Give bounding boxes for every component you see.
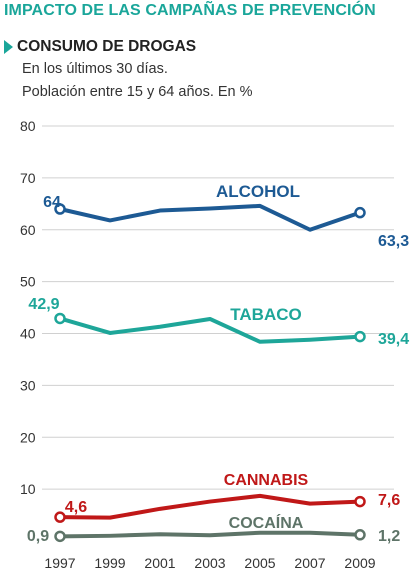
- series-label-cannabis: CANNABIS: [224, 472, 309, 489]
- data-point-cocaina: [54, 530, 66, 543]
- y-tick-label: 20: [20, 429, 36, 445]
- arrow-bullet-icon: [4, 40, 13, 54]
- chart-note-period: En los últimos 30 días.: [22, 61, 168, 77]
- data-label-start-alcohol: 64: [43, 194, 61, 211]
- chart-subtitle: CONSUMO DE DROGAS: [17, 38, 197, 55]
- y-tick-label: 80: [20, 118, 36, 134]
- data-label-end-tabaco: 39,4: [378, 331, 409, 348]
- series-line-cannabis: [58, 493, 362, 520]
- data-label-start-cannabis: 4,6: [65, 499, 87, 516]
- y-tick-label: 70: [20, 170, 36, 186]
- x-tick-label: 1997: [44, 555, 75, 571]
- data-point-cannabis: [54, 511, 66, 523]
- data-label-end-cannabis: 7,6: [378, 492, 400, 509]
- series-line-tabaco: [58, 316, 362, 344]
- y-tick-label: 10: [20, 481, 36, 497]
- data-label-start-tabaco: 42,9: [28, 296, 59, 313]
- data-point-alcohol: [54, 203, 66, 215]
- subtitle-row: CONSUMO DE DROGAS: [4, 37, 196, 57]
- data-point-cocaina: [354, 529, 366, 541]
- y-tick-label: 50: [20, 274, 36, 290]
- data-point-tabaco: [354, 330, 366, 343]
- x-tick-label: 1999: [94, 555, 125, 571]
- x-tick-label: 2007: [294, 555, 325, 571]
- x-tick-label: 2005: [244, 555, 275, 571]
- series-line-alcohol: [58, 203, 362, 232]
- data-point-cannabis: [354, 495, 366, 508]
- data-label-start-cocaina: 0,9: [27, 528, 49, 545]
- y-tick-label: 40: [20, 326, 36, 342]
- data-point-tabaco: [54, 312, 66, 325]
- data-point-alcohol: [354, 206, 366, 219]
- series-label-tabaco: TABACO: [230, 305, 301, 324]
- data-label-end-cocaina: 1,2: [378, 528, 400, 545]
- chart-title: IMPACTO DE LAS CAMPAÑAS DE PREVENCIÓN: [4, 2, 376, 19]
- x-tick-label: 2003: [194, 555, 225, 571]
- y-tick-label: 30: [20, 377, 36, 393]
- series-line-cocaina: [58, 530, 362, 539]
- y-tick-label: 60: [20, 222, 36, 238]
- series-label-cocaina: COCAÍNA: [229, 513, 304, 532]
- x-tick-label: 2009: [344, 555, 375, 571]
- series-label-alcohol: ALCOHOL: [216, 182, 300, 201]
- data-label-end-alcohol: 63,3: [378, 233, 409, 250]
- x-tick-label: 2001: [144, 555, 175, 571]
- chart-note-population: Población entre 15 y 64 años. En %: [22, 84, 253, 100]
